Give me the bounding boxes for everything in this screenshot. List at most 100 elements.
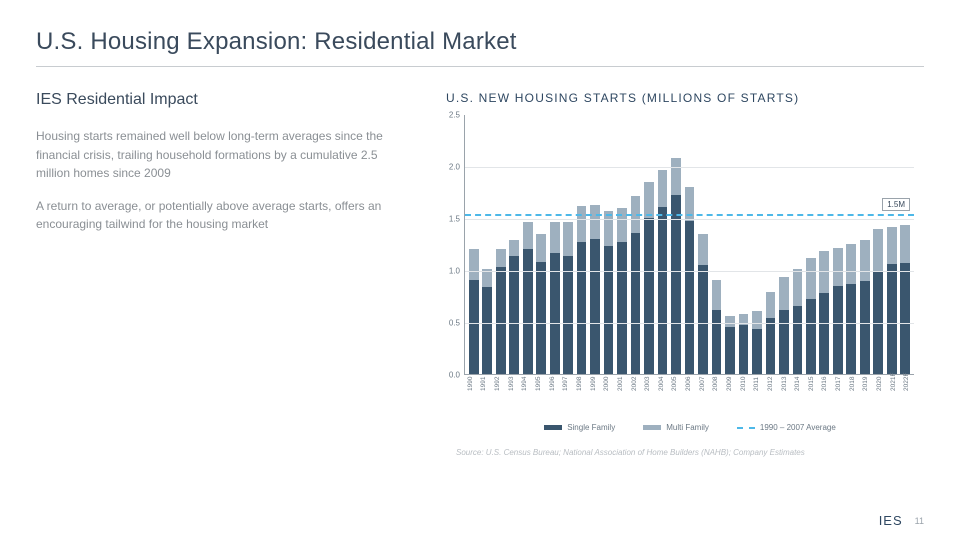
x-tick-label: 2010 xyxy=(740,377,747,391)
bar-segment-multi xyxy=(766,292,776,318)
bar-segment-multi xyxy=(819,251,829,293)
x-tick: 2015 xyxy=(805,377,819,411)
bar-segment-single xyxy=(846,284,856,374)
bar-slot xyxy=(521,115,534,374)
x-tick-label: 2018 xyxy=(849,377,856,391)
bar-slot xyxy=(575,115,588,374)
x-tick-label: 2006 xyxy=(685,377,692,391)
x-tick: 2012 xyxy=(764,377,778,411)
bar-stack xyxy=(846,244,856,374)
x-tick-label: 2009 xyxy=(726,377,733,391)
x-tick-label: 2016 xyxy=(821,377,828,391)
bar-segment-single xyxy=(685,221,695,374)
right-column: U.S. NEW HOUSING STARTS (MILLIONS OF STA… xyxy=(436,91,924,457)
bar-segment-multi xyxy=(577,206,587,242)
x-tick-label: 2021F xyxy=(890,373,897,391)
x-tick: 1998 xyxy=(573,377,587,411)
bar-stack xyxy=(873,229,883,374)
bar-stack xyxy=(860,240,870,374)
x-tick: 2011 xyxy=(750,377,764,411)
bar-segment-single xyxy=(590,239,600,374)
bar-segment-multi xyxy=(698,234,708,265)
bar-segment-multi xyxy=(509,240,519,257)
bar-slot xyxy=(629,115,642,374)
bar-slot xyxy=(588,115,601,374)
bar-segment-multi xyxy=(725,316,735,327)
gridline xyxy=(465,271,914,272)
y-tick-label: 2.5 xyxy=(449,111,460,120)
x-tick-label: 1998 xyxy=(576,377,583,391)
footer: IES 11 xyxy=(879,513,924,528)
legend-label-avg: 1990 – 2007 Average xyxy=(760,423,836,432)
x-tick: 1993 xyxy=(505,377,519,411)
y-tick-label: 0.0 xyxy=(449,371,460,380)
paragraph-2: A return to average, or potentially abov… xyxy=(36,197,396,234)
bar-slot xyxy=(561,115,574,374)
x-tick: 1992 xyxy=(491,377,505,411)
paragraph-1: Housing starts remained well below long-… xyxy=(36,127,396,183)
bar-slot xyxy=(710,115,723,374)
bar-segment-multi xyxy=(496,249,506,267)
x-tick: 2003 xyxy=(641,377,655,411)
x-tick-label: 1999 xyxy=(590,377,597,391)
bar-stack xyxy=(563,222,573,374)
bar-stack xyxy=(631,196,641,374)
bar-segment-single xyxy=(469,280,479,374)
x-tick: 2000 xyxy=(600,377,614,411)
bar-segment-multi xyxy=(590,205,600,239)
bar-slot xyxy=(818,115,831,374)
bar-segment-multi xyxy=(860,240,870,282)
x-tick-label: 2002 xyxy=(631,377,638,391)
bar-segment-multi xyxy=(806,258,816,300)
bar-slot xyxy=(534,115,547,374)
bar-segment-single xyxy=(900,263,910,374)
bar-stack xyxy=(523,222,533,374)
bar-slot xyxy=(845,115,858,374)
bar-slot xyxy=(669,115,682,374)
bar-slot xyxy=(548,115,561,374)
bars-container xyxy=(465,115,914,374)
x-tick: 2013 xyxy=(778,377,792,411)
bar-segment-single xyxy=(739,325,749,374)
source-line: Source: U.S. Census Bureau; National Ass… xyxy=(456,448,924,457)
bar-slot xyxy=(804,115,817,374)
bar-segment-single xyxy=(604,246,614,374)
slide: U.S. Housing Expansion: Residential Mark… xyxy=(0,0,960,540)
bar-stack xyxy=(698,234,708,374)
bar-segment-multi xyxy=(793,269,803,306)
bar-segment-multi xyxy=(644,182,654,218)
x-tick-label: 2015 xyxy=(808,377,815,391)
bar-segment-single xyxy=(712,310,722,374)
x-tick: 2019 xyxy=(860,377,874,411)
y-tick-label: 2.0 xyxy=(449,163,460,172)
bar-segment-single xyxy=(644,218,654,374)
bar-segment-single xyxy=(752,329,762,374)
x-tick: 2004 xyxy=(655,377,669,411)
x-tick: 1990 xyxy=(464,377,478,411)
y-axis: 0.00.51.01.52.02.5 xyxy=(436,115,464,375)
title-rule xyxy=(36,66,924,67)
bar-segment-multi xyxy=(469,249,479,280)
bar-segment-multi xyxy=(523,222,533,249)
x-tick-label: 1995 xyxy=(535,377,542,391)
x-tick: 1997 xyxy=(559,377,573,411)
bar-slot xyxy=(683,115,696,374)
bar-slot xyxy=(494,115,507,374)
x-tick: 2002 xyxy=(628,377,642,411)
bar-slot xyxy=(642,115,655,374)
bar-segment-single xyxy=(631,233,641,374)
bar-segment-multi xyxy=(550,222,560,253)
bar-segment-multi xyxy=(873,229,883,271)
bar-slot xyxy=(615,115,628,374)
x-tick: 1991 xyxy=(478,377,492,411)
x-tick: 2009 xyxy=(723,377,737,411)
bar-stack xyxy=(806,258,816,374)
bar-stack xyxy=(671,158,681,374)
bar-stack xyxy=(658,170,668,374)
plot-area: 1.5M xyxy=(464,115,914,375)
subtitle: IES Residential Impact xyxy=(36,91,416,109)
bar-segment-single xyxy=(523,249,533,374)
x-tick-label: 2008 xyxy=(712,377,719,391)
x-tick: 2006 xyxy=(682,377,696,411)
x-tick-label: 1996 xyxy=(549,377,556,391)
